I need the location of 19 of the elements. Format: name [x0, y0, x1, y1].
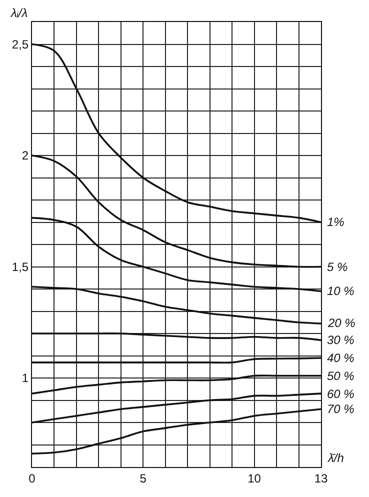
series-label: 5 %: [327, 260, 348, 274]
y-tick-label: 2: [22, 148, 29, 163]
x-tick-label: 0: [28, 471, 36, 486]
series-label: 20 %: [327, 316, 356, 330]
series-label: 30 %: [327, 333, 355, 347]
series-label: 50 %: [327, 369, 355, 383]
x-tick-label: 13: [314, 471, 328, 486]
y-tick-label: 2,5: [12, 37, 29, 52]
x-axis-title: λ̄/h: [327, 451, 344, 465]
y-tick-label: 1: [22, 371, 29, 386]
series-label: 70 %: [327, 402, 355, 416]
y-tick-label: 1,5: [12, 260, 29, 274]
series-label: 1%: [327, 215, 345, 229]
series-label: 60 %: [327, 387, 355, 401]
series-label: 10 %: [327, 284, 355, 298]
series-label: 40 %: [327, 351, 355, 365]
x-tick-label: 10: [248, 471, 262, 486]
x-tick-label: 5: [140, 471, 147, 486]
y-axis-title: λᵢ/λ: [10, 6, 28, 20]
